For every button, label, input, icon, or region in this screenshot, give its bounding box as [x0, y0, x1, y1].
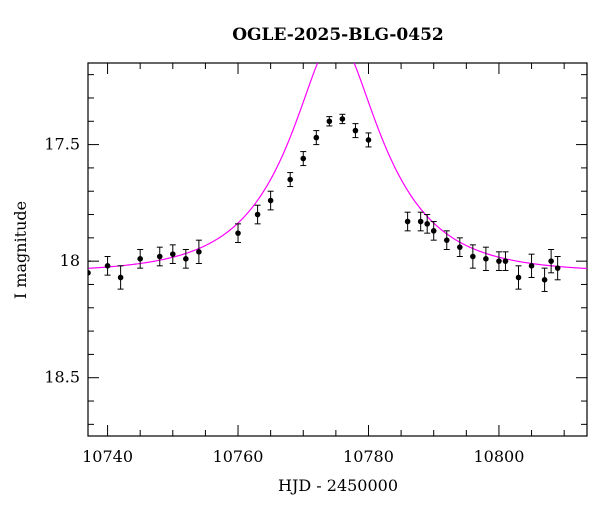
x-tick-label: 10740: [82, 447, 133, 466]
model-curve: [88, 63, 587, 270]
data-points: [88, 113, 561, 292]
data-point: [482, 246, 489, 271]
data-point: [195, 239, 202, 264]
x-tick-label: 10800: [473, 447, 524, 466]
point-marker: [541, 277, 548, 283]
data-point: [254, 204, 261, 225]
data-point: [515, 265, 522, 290]
point-marker: [169, 251, 176, 257]
point-marker: [267, 197, 274, 204]
axis-ticks: [88, 63, 587, 436]
x-tick-label: 10780: [343, 447, 394, 466]
point-marker: [483, 256, 489, 262]
x-axis-label: HJD - 2450000: [278, 476, 398, 495]
data-point: [528, 253, 535, 278]
point-marker: [554, 265, 561, 271]
data-point: [339, 113, 346, 125]
data-point: [443, 230, 450, 250]
y-tick-labels: 17.5 18 18.5: [44, 135, 80, 387]
data-point: [182, 249, 189, 269]
data-point: [156, 246, 163, 267]
point-marker: [326, 118, 333, 125]
point-marker: [515, 274, 522, 281]
data-point: [137, 249, 144, 269]
point-marker: [548, 258, 554, 264]
point-marker: [183, 256, 189, 262]
x-tick-label: 10760: [213, 447, 264, 466]
point-marker: [502, 258, 509, 264]
point-marker: [88, 270, 91, 276]
point-marker: [339, 116, 346, 122]
data-point: [326, 116, 333, 127]
data-point: [417, 211, 424, 232]
data-point: [554, 255, 561, 281]
point-marker: [156, 253, 163, 260]
point-marker: [287, 176, 294, 183]
data-point: [313, 130, 320, 146]
point-marker: [104, 263, 111, 269]
point-marker: [443, 237, 450, 243]
point-marker: [137, 256, 143, 262]
chart-title: OGLE-2025-BLG-0452: [232, 25, 444, 45]
point-marker: [496, 258, 502, 264]
point-marker: [352, 127, 359, 134]
data-point: [502, 251, 509, 271]
point-marker: [196, 249, 202, 255]
point-marker: [528, 263, 535, 269]
y-axis-label: I magnitude: [11, 201, 30, 299]
x-tick-labels: 10740 10760 10780 10800: [82, 447, 524, 466]
data-point: [548, 249, 555, 274]
point-marker: [235, 230, 241, 236]
y-tick-label: 17.5: [44, 135, 80, 154]
plot-frame: [87, 62, 588, 437]
data-point: [300, 151, 307, 167]
data-point: [267, 190, 274, 211]
data-point: [430, 221, 437, 241]
data-point: [456, 237, 463, 257]
y-tick-label: 18.5: [44, 368, 80, 387]
data-point: [365, 132, 372, 148]
data-point: [404, 211, 411, 232]
point-marker: [117, 274, 124, 281]
point-marker: [470, 253, 476, 260]
data-point: [88, 260, 91, 285]
data-point: [169, 244, 176, 264]
point-marker: [457, 244, 463, 250]
data-point: [495, 251, 502, 271]
data-point: [352, 123, 359, 139]
point-marker: [424, 221, 430, 227]
y-tick-label: 18: [60, 251, 80, 270]
point-marker: [313, 134, 320, 141]
point-marker: [417, 218, 424, 225]
data-point: [469, 244, 476, 269]
point-marker: [300, 155, 307, 162]
point-marker: [365, 137, 372, 143]
data-point: [104, 255, 111, 276]
data-point: [117, 265, 124, 290]
point-marker: [254, 211, 261, 218]
data-point: [424, 214, 431, 234]
data-point: [541, 267, 548, 292]
point-marker: [404, 218, 411, 225]
data-point: [235, 223, 242, 244]
data-point: [287, 172, 294, 188]
point-marker: [430, 228, 437, 234]
